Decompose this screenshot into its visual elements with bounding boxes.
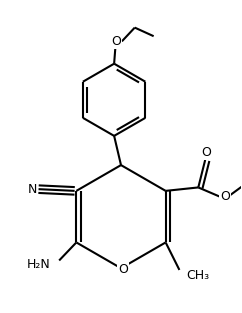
Text: O: O: [201, 146, 211, 159]
Text: O: O: [220, 190, 230, 203]
Text: CH₃: CH₃: [186, 269, 209, 282]
Text: H₂N: H₂N: [27, 258, 51, 271]
Text: O: O: [118, 263, 128, 275]
Text: N: N: [28, 183, 37, 196]
Text: O: O: [111, 35, 121, 48]
